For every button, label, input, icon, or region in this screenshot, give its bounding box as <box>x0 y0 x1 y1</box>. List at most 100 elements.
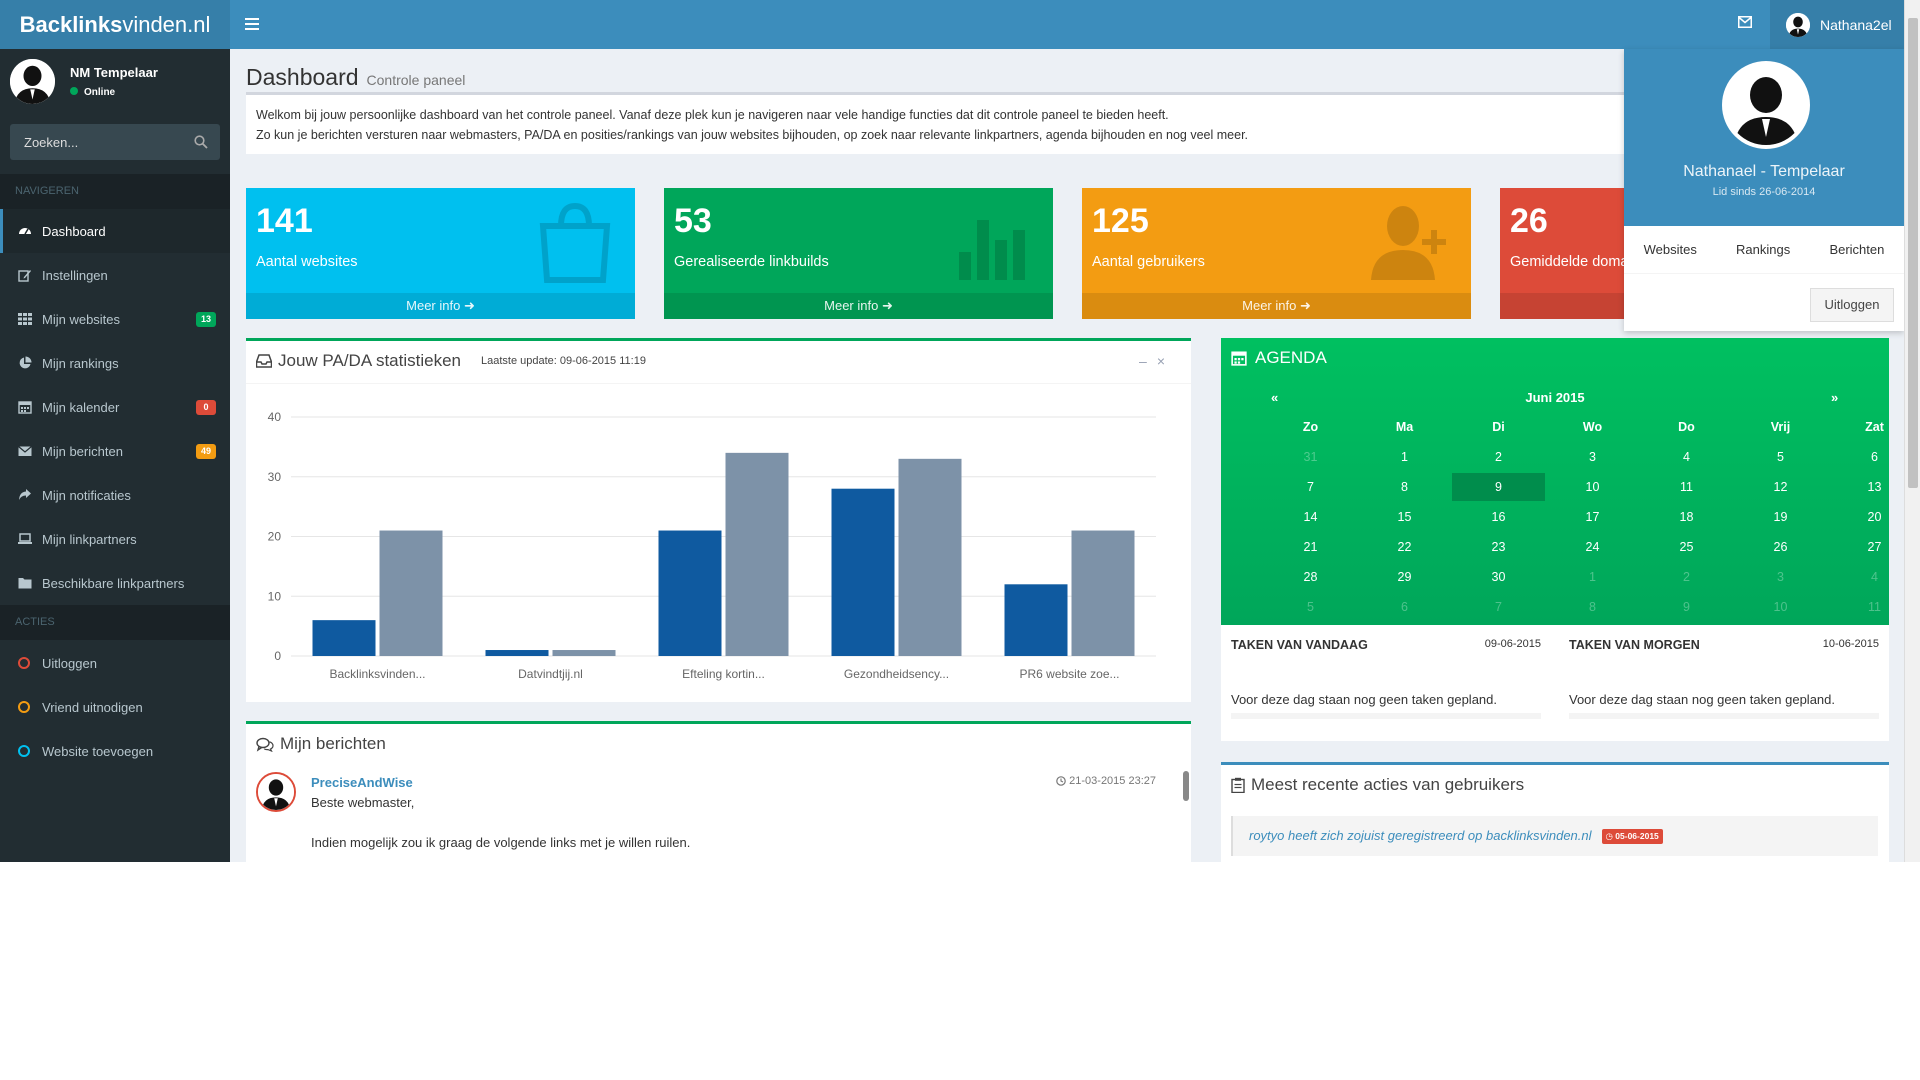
sidebar-action-label: Vriend uitnodigen <box>42 699 143 715</box>
calendar-day[interactable]: 26 <box>1773 540 1788 554</box>
calendar-day[interactable]: 18 <box>1679 510 1694 524</box>
calendar-day[interactable]: 29 <box>1397 570 1412 584</box>
logout-button[interactable]: Uitloggen <box>1810 288 1894 322</box>
user-silhouette-icon <box>258 774 294 810</box>
minimize-icon[interactable]: – <box>1139 353 1157 369</box>
message-item[interactable]: PreciseAndWise 21-03-2015 23:27 Beste we… <box>256 772 1156 862</box>
calendar-day[interactable]: 3 <box>1777 570 1784 584</box>
chart-y-tick-label: 30 <box>268 470 282 484</box>
calendar-day[interactable]: 1 <box>1589 570 1596 584</box>
sidebar-item-mijn-kalender[interactable]: Mijn kalender 0 <box>0 385 230 429</box>
messages-scrollbar[interactable] <box>1183 771 1189 801</box>
sidebar-action-website-toevoegen[interactable]: Website toevoegen <box>0 729 230 773</box>
user-profile-dropdown: Nathanael - Tempelaar Lid sinds 26-06-20… <box>1624 49 1904 331</box>
more-info-link[interactable]: Meer info ➜ <box>246 293 635 319</box>
recent-action-text[interactable]: roytyo heeft zich zojuist geregistreerd … <box>1249 828 1592 843</box>
search-input[interactable] <box>10 124 180 160</box>
user-menu-button[interactable]: Nathana2el <box>1770 0 1904 49</box>
sidebar-item-instellingen[interactable]: Instellingen <box>0 253 230 297</box>
sidebar-item-dashboard[interactable]: Dashboard <box>0 209 230 253</box>
messages-button[interactable] <box>1738 15 1758 31</box>
calendar-day[interactable]: 5 <box>1777 450 1784 464</box>
brand-logo[interactable]: Backlinksvinden.nl <box>0 0 230 49</box>
search-icon[interactable] <box>194 135 208 149</box>
profile-link-berichten[interactable]: Berichten <box>1829 242 1885 257</box>
chart-bar <box>312 620 376 656</box>
box-tools: –× <box>1139 353 1175 369</box>
calendar-day[interactable]: 6 <box>1871 450 1878 464</box>
calendar-day[interactable]: 4 <box>1871 570 1878 584</box>
calendar-day[interactable]: 28 <box>1303 570 1318 584</box>
calendar-day[interactable]: 19 <box>1773 510 1788 524</box>
chart-bar <box>1004 584 1068 656</box>
more-info-link[interactable]: Meer info ➜ <box>664 293 1053 319</box>
sidebar-item-mijn-berichten[interactable]: Mijn berichten 49 <box>0 429 230 473</box>
sidebar-item-mijn-notificaties[interactable]: Mijn notificaties <box>0 473 230 517</box>
sidebar-toggle-button[interactable] <box>240 12 264 36</box>
calendar-day[interactable]: 16 <box>1491 510 1506 524</box>
calendar-day[interactable]: 6 <box>1401 600 1408 614</box>
profile-member-since: Lid sinds 26-06-2014 <box>1712 186 1816 198</box>
calendar-day[interactable]: 11 <box>1868 600 1881 614</box>
calendar-day[interactable]: 7 <box>1307 480 1314 494</box>
comments-icon <box>256 737 274 752</box>
calendar-day[interactable]: 21 <box>1303 540 1318 554</box>
calendar-day[interactable]: 24 <box>1585 540 1600 554</box>
calendar-day[interactable]: 22 <box>1397 540 1412 554</box>
calendar-day[interactable]: 14 <box>1303 510 1318 524</box>
calendar-day[interactable]: 8 <box>1401 480 1408 494</box>
calendar-day[interactable]: 20 <box>1867 510 1882 524</box>
clipboard-icon <box>1231 777 1245 793</box>
sidebar-item-beschikbare-linkpartners[interactable]: Beschikbare linkpartners <box>0 561 230 605</box>
calendar-day[interactable]: 1 <box>1401 450 1408 464</box>
calendar-day[interactable]: 11 <box>1680 480 1693 494</box>
calendar-day[interactable]: 9 <box>1683 600 1690 614</box>
calendar-day[interactable]: 23 <box>1491 540 1506 554</box>
message-author[interactable]: PreciseAndWise <box>311 775 413 790</box>
recent-action-item[interactable]: roytyo heeft zich zojuist geregistreerd … <box>1231 816 1878 856</box>
stat-label: Gemiddelde doma <box>1510 254 1629 270</box>
sidebar-action-uitloggen[interactable]: Uitloggen <box>0 641 230 685</box>
box-title: AGENDA <box>1231 348 1327 368</box>
calendar-day-today[interactable]: 9 <box>1452 473 1545 501</box>
page-scrollbar[interactable] <box>1904 0 1920 862</box>
calendar-day[interactable]: 17 <box>1585 510 1600 524</box>
calendar-day[interactable]: 31 <box>1303 450 1318 464</box>
calendar-day[interactable]: 30 <box>1491 570 1506 584</box>
more-info-link[interactable]: Meer info ➜ <box>1082 293 1471 319</box>
sidebar-item-mijn-rankings[interactable]: Mijn rankings <box>0 341 230 385</box>
sidebar-item-mijn-websites[interactable]: Mijn websites 13 <box>0 297 230 341</box>
scrollbar-thumb[interactable] <box>1908 18 1918 488</box>
calendar-day[interactable]: 2 <box>1495 450 1502 464</box>
sidebar-item-mijn-linkpartners[interactable]: Mijn linkpartners <box>0 517 230 561</box>
task-header: TAKEN VAN MORGEN 10-06-2015 <box>1569 638 1879 656</box>
profile-link-rankings[interactable]: Rankings <box>1736 242 1791 257</box>
calendar-prev-button[interactable]: « <box>1271 390 1279 405</box>
calendar-day[interactable]: 13 <box>1867 480 1882 494</box>
avatar <box>1786 12 1810 37</box>
stat-value: 125 <box>1092 202 1149 240</box>
message-time: 21-03-2015 23:27 <box>1056 775 1156 787</box>
calendar-next-button[interactable]: » <box>1831 390 1839 405</box>
calendar-day[interactable]: 5 <box>1307 600 1314 614</box>
calendar-day[interactable]: 10 <box>1773 600 1788 614</box>
sidebar-action-label: Website toevoegen <box>42 743 154 759</box>
calendar-day[interactable]: 15 <box>1397 510 1412 524</box>
calendar-day[interactable]: 10 <box>1585 480 1600 494</box>
pie-chart-icon <box>19 356 32 369</box>
sidebar-action-vriend-uitnodigen[interactable]: Vriend uitnodigen <box>0 685 230 729</box>
calendar-day[interactable]: 12 <box>1773 480 1788 494</box>
chart-bar <box>898 458 962 656</box>
chart-y-tick-label: 0 <box>274 649 281 663</box>
page-title-text: Dashboard <box>246 64 359 90</box>
calendar-day[interactable]: 25 <box>1679 540 1694 554</box>
calendar-day[interactable]: 27 <box>1867 540 1882 554</box>
calendar-day[interactable]: 4 <box>1683 450 1690 464</box>
profile-link-websites[interactable]: Websites <box>1643 242 1697 257</box>
close-icon[interactable]: × <box>1156 353 1175 369</box>
calendar-day[interactable]: 7 <box>1495 600 1502 614</box>
calendar-day[interactable]: 2 <box>1683 570 1690 584</box>
calendar-day[interactable]: 8 <box>1589 600 1596 614</box>
calendar-day[interactable]: 3 <box>1589 450 1596 464</box>
recent-action-date: 05-06-2015 <box>1615 831 1659 842</box>
